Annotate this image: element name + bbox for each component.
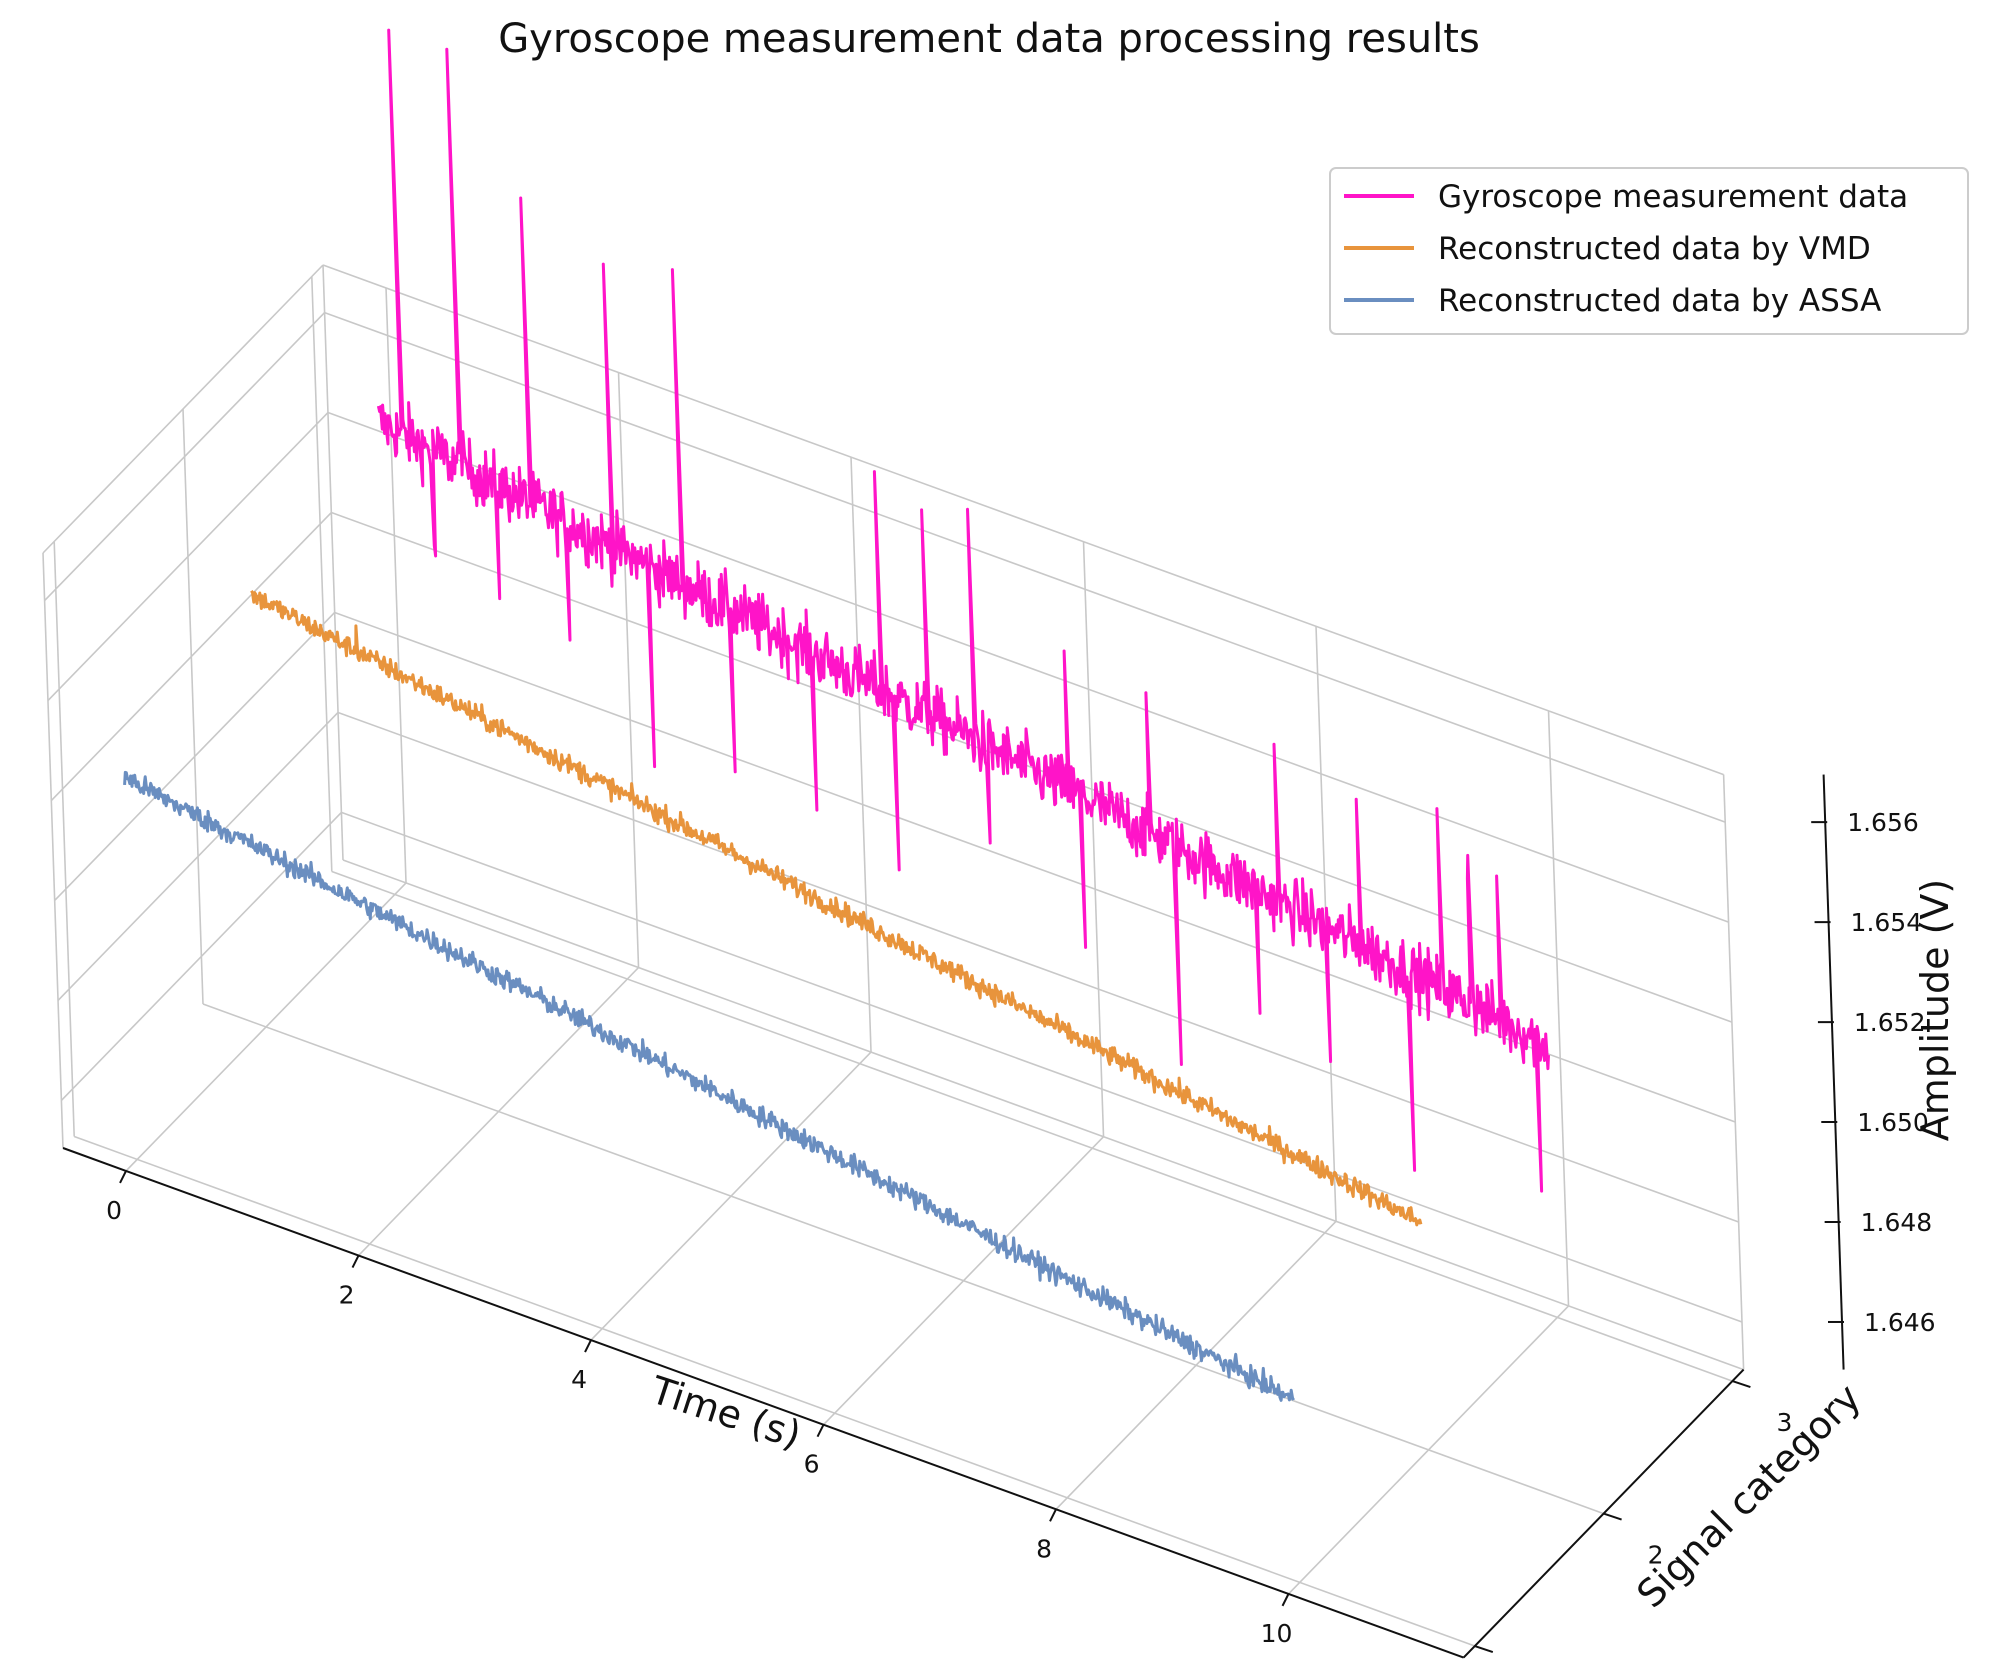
x-tick [1049,1508,1057,1522]
axes-grid [42,264,1745,1659]
x-axis-label: Time (s) [645,1368,807,1458]
pane-edge [1722,774,1745,1370]
grid-line [385,287,407,883]
grid-line [73,1135,1476,1647]
grid-line [182,408,204,1005]
grid-line [324,311,1726,823]
z-tick-label: 1.650 [1857,1108,1929,1137]
grid-line [57,711,339,1001]
pane-edge [42,264,324,554]
legend-box [1329,167,1969,335]
grid-line [47,412,329,702]
series-line-3 [123,770,1295,1402]
series-line-1 [376,28,1550,1193]
grid-line [54,611,336,902]
x-axis-line [62,1147,1464,1659]
legend-label-gyro: Gyroscope measurement data [1438,179,1908,215]
grid-line [311,276,333,872]
pane-edge [42,552,64,1149]
y-tick-label: 2 [1648,1541,1664,1570]
grid-line [334,611,1736,1123]
legend: Gyroscope measurement data Reconstructed… [1329,167,1969,335]
pane-edge [322,264,1724,776]
grid-line [617,372,640,968]
grid-line [53,541,75,1137]
grid-line [1082,541,1105,1137]
z-tick-label: 1.656 [1847,808,1919,837]
z-axis-label: Amplitude (V) [1913,879,1957,1141]
grid-line [341,811,1743,1323]
grid-line [50,511,332,802]
pane-edge [342,859,1744,1371]
x-tick [1281,1593,1290,1607]
y-axis-label: Signal category [1628,1375,1869,1616]
x-tick-label: 0 [106,1196,122,1225]
chart-title: Gyroscope measurement data processing re… [498,16,1480,62]
series-line-2 [250,590,1423,1227]
grid-line [850,457,872,1053]
grid-line [331,870,1733,1382]
grid-line [1547,710,1570,1306]
legend-label-vmd: Reconstructed data by VMD [1438,231,1871,267]
x-tick-label: 4 [571,1365,587,1394]
grid-line [337,711,1739,1223]
x-tick-label: 10 [1261,1619,1293,1648]
z-tick-label: 1.648 [1861,1208,1933,1237]
pane-edge [322,264,344,861]
z-axis-line [1822,774,1845,1370]
x-tick [816,1424,825,1438]
z-tick-label: 1.646 [1864,1308,1936,1337]
x-tick-label: 6 [804,1450,820,1479]
y-tick [1732,1380,1751,1389]
grid-line [202,1003,1604,1515]
grid-line [60,811,342,1101]
grid-line [44,312,326,602]
x-tick-label: 2 [339,1281,355,1310]
x-tick [351,1255,360,1268]
z-tick-label: 1.654 [1851,908,1923,937]
y-tick [1474,1645,1494,1654]
grid-line [331,511,1733,1023]
series-layer [123,28,1550,1402]
z-tick-label: 1.652 [1854,1008,1926,1037]
y-tick-label: 3 [1776,1408,1792,1437]
legend-label-assa: Reconstructed data by ASSA [1438,283,1881,319]
x-tick-label: 8 [1036,1534,1052,1563]
x-tick [119,1170,127,1184]
y-tick [1603,1512,1622,1521]
x-tick [584,1339,592,1353]
